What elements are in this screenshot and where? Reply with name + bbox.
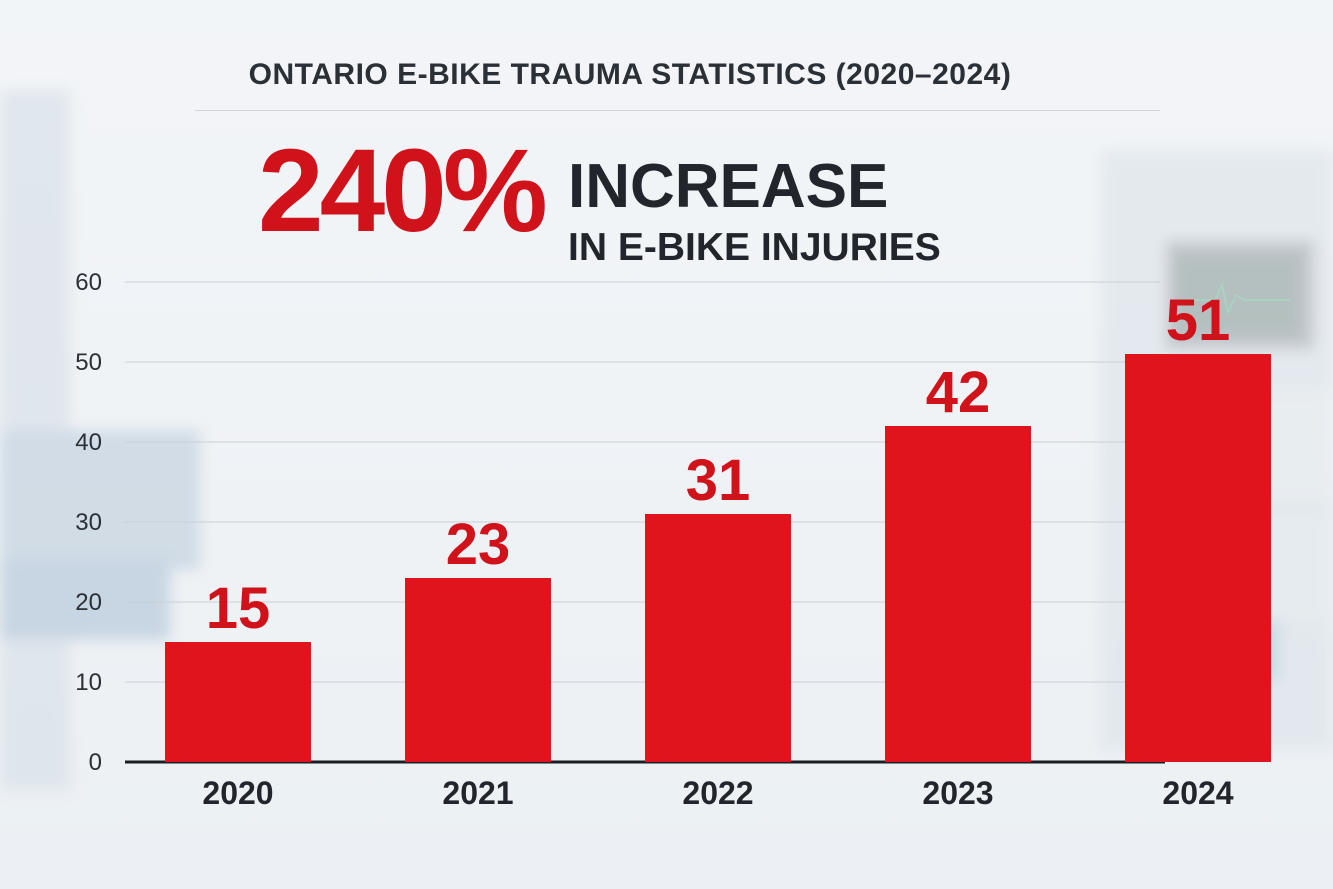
bar-value-label: 15 [206,576,271,641]
bar [885,426,1031,762]
bar-value-label: 42 [926,360,991,425]
y-tick-label: 0 [89,749,102,776]
bar-value-label: 51 [1166,288,1231,353]
bar [405,578,551,762]
y-tick-label: 30 [75,509,102,536]
y-tick-label: 10 [75,669,102,696]
x-tick-label: 2021 [442,775,513,811]
headline-increase-label: INCREASE [568,152,889,221]
y-tick-label: 20 [75,589,102,616]
x-tick-label: 2023 [922,775,993,811]
bar-value-label: 23 [446,512,511,577]
bar [165,642,311,762]
y-tick-label: 40 [75,429,102,456]
bar-value-label: 31 [686,448,751,513]
bar [645,514,791,762]
y-tick-label: 50 [75,349,102,376]
x-tick-label: 2022 [682,775,753,811]
headline-subtitle: IN E-BIKE INJURIES [568,226,941,269]
bar [1125,354,1271,762]
x-tick-label: 2024 [1162,775,1233,811]
headline-percentage: 240% [258,125,548,257]
title-divider [195,110,1160,111]
y-tick-label: 60 [75,269,102,296]
x-tick-label: 2020 [202,775,273,811]
chart-title: ONTARIO E-BIKE TRAUMA STATISTICS (2020–2… [248,58,1012,91]
